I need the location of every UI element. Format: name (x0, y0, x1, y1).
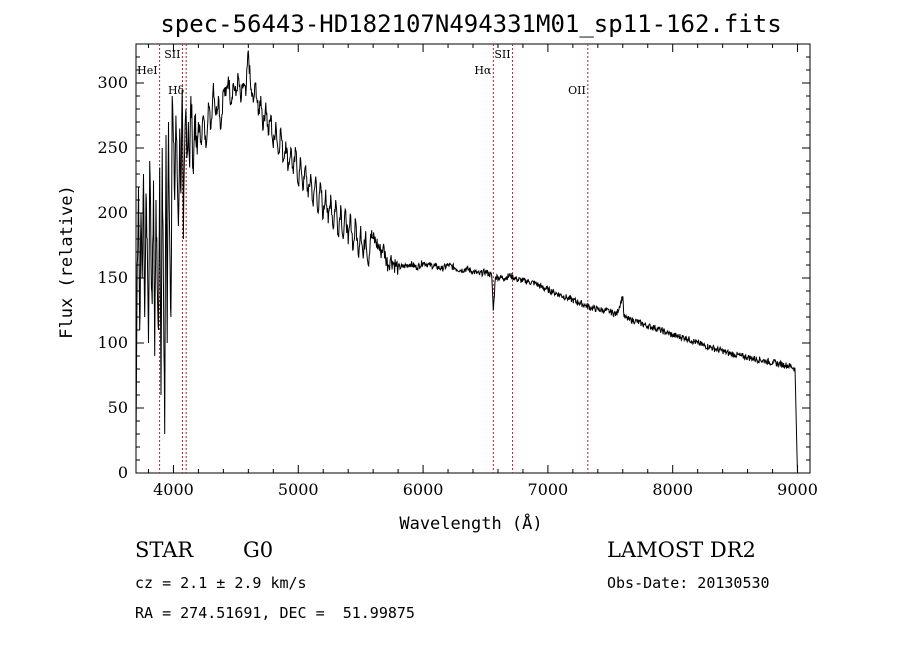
x-tick-label: 8000 (652, 480, 693, 499)
object-subclass: G0 (243, 538, 274, 562)
x-tick-label: 7000 (528, 480, 569, 499)
spectral-line-label: SII (164, 48, 180, 61)
y-tick-label: 0 (118, 463, 128, 482)
observation-date: Obs-Date: 20130530 (607, 574, 770, 592)
x-tick-label: 6000 (403, 480, 444, 499)
object-class: STAR (135, 538, 194, 562)
spectrum-line (135, 50, 798, 474)
y-tick-label: 300 (97, 73, 128, 92)
survey-name: LAMOST DR2 (607, 538, 756, 562)
plot-frame (135, 43, 811, 474)
spectral-line-label: SII (494, 48, 510, 61)
spectral-line-label: Hα (474, 64, 492, 77)
redshift-velocity: cz = 2.1 ± 2.9 km/s (135, 574, 307, 592)
x-axis-label: Wavelength (Å) (399, 512, 542, 534)
spectral-line-label: HeI (137, 64, 157, 77)
axis-ticks: 4000 5000 6000 7000 8000 9000 0 50 100 150 200 250 3… (97, 44, 818, 499)
spectral-line-label: Hδ (168, 84, 185, 97)
spectral-line-label: OII (568, 84, 586, 97)
y-tick-label: 200 (97, 203, 128, 222)
coordinates: RA = 274.51691, DEC = 51.99875 (135, 604, 415, 622)
y-tick-label: 50 (108, 398, 128, 417)
y-tick-label: 250 (97, 138, 128, 157)
y-axis-label: Flux (relative) (57, 185, 77, 339)
y-tick-label: 100 (97, 333, 128, 352)
x-tick-label: 4000 (153, 480, 194, 499)
y-tick-label: 150 (97, 268, 128, 287)
chart-title: spec-56443-HD182107N494331M01_sp11-162.f… (160, 10, 781, 38)
x-tick-label: 9000 (777, 480, 818, 499)
x-tick-label: 5000 (278, 480, 319, 499)
